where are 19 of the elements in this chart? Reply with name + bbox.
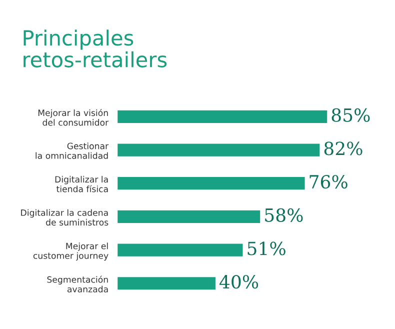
data-label: 85% [332, 108, 370, 122]
data-label: 51% [248, 242, 286, 256]
y-tick-label: Digitalizar la tienda física [55, 176, 108, 192]
chart-title: Principales retos-retailers [24, 30, 167, 68]
y-tick-label: Digitalizar la cadena de suministros [21, 209, 108, 226]
y-tick-label: Mejorar el customer journey [33, 242, 108, 261]
data-label: 58% [265, 208, 303, 222]
y-tick-label: Gestionar la omnicanalidad [36, 142, 109, 159]
data-label: 82% [324, 142, 362, 156]
bar [116, 176, 306, 192]
y-tick-label: Segmentación avanzada [47, 276, 108, 292]
bar [116, 142, 322, 158]
bar [116, 242, 244, 258]
bar [116, 108, 329, 124]
data-label: 76% [310, 174, 348, 189]
data-label: 40% [219, 274, 258, 289]
y-tick-label: Mejorar la visión del consumidor [38, 109, 109, 126]
bar [116, 209, 262, 224]
bar [116, 276, 217, 292]
